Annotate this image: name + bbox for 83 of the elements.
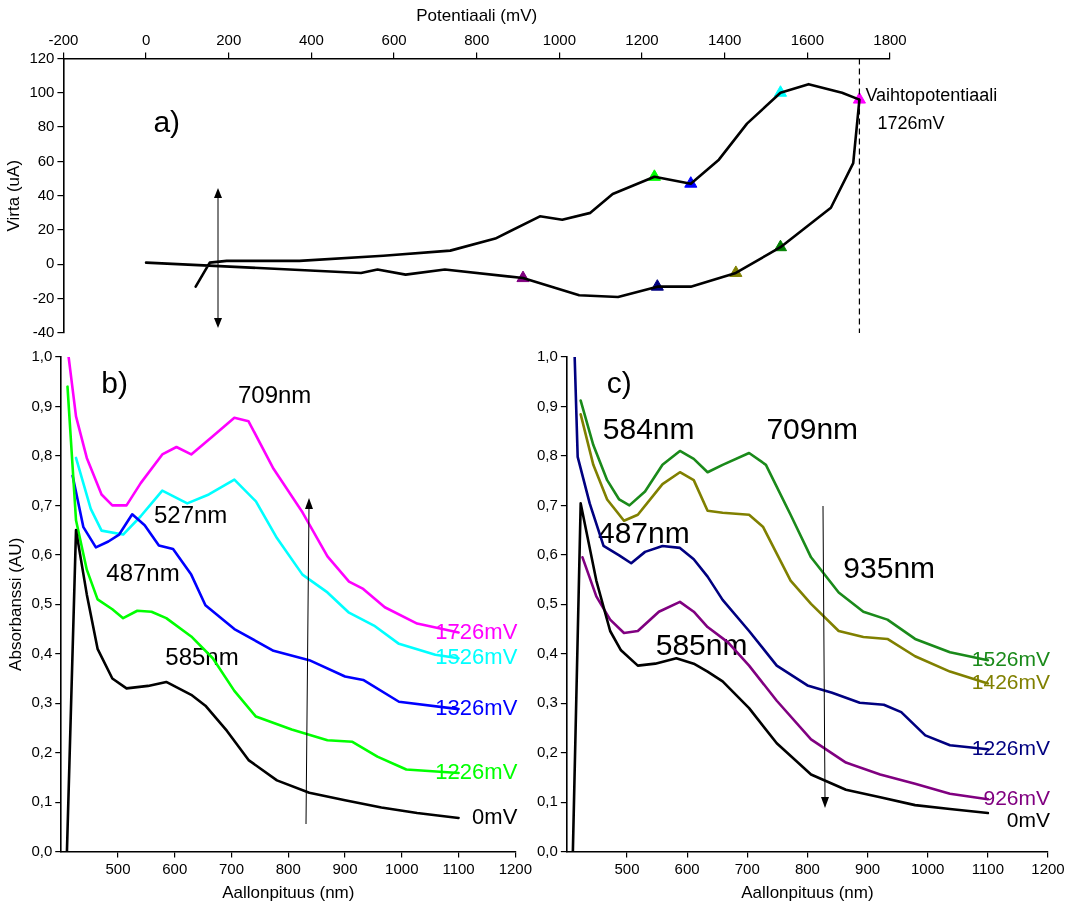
x-tick-label: 1000 bbox=[911, 859, 945, 877]
x-tick-label: 1600 bbox=[790, 30, 825, 48]
x-tick-label: 900 bbox=[332, 859, 358, 877]
y-tick-label: 0,1 bbox=[536, 792, 558, 810]
y-tick-label: 0,4 bbox=[536, 643, 558, 661]
y-tick-label: -20 bbox=[32, 288, 55, 306]
y-tick-label: 0,5 bbox=[31, 594, 53, 612]
y-tick-label: 0,9 bbox=[31, 396, 53, 414]
y-tick-label: 0,3 bbox=[31, 693, 53, 711]
x-tick-label: 800 bbox=[464, 30, 490, 48]
x-tick-label: 500 bbox=[614, 859, 640, 877]
x-tick-label: 600 bbox=[162, 859, 188, 877]
series-label: 926mV bbox=[983, 785, 1050, 809]
x-tick-label: 1000 bbox=[385, 859, 419, 877]
x-tick-label: 900 bbox=[855, 859, 881, 877]
text: a) bbox=[153, 104, 181, 138]
y-tick-label: 0,8 bbox=[536, 446, 558, 464]
series-label: 1326mV bbox=[435, 695, 518, 721]
y-tick-label: 0,8 bbox=[31, 446, 53, 464]
x-tick-label: 800 bbox=[275, 859, 301, 877]
x-tick-label: 800 bbox=[794, 859, 820, 877]
y-tick-label: 0,6 bbox=[536, 544, 558, 562]
annotation: 935nm bbox=[843, 550, 936, 584]
y-tick-label: 60 bbox=[37, 151, 55, 169]
annotation: 584nm bbox=[602, 412, 695, 446]
y-tick-label: 0,2 bbox=[31, 742, 53, 760]
x-tick-label: 1800 bbox=[873, 30, 907, 48]
x-tick-label: 600 bbox=[381, 30, 407, 48]
x-tick-label: 600 bbox=[674, 859, 700, 877]
y-tick-label: 0,5 bbox=[536, 594, 558, 612]
x-tick-label: 1200 bbox=[625, 30, 659, 48]
y-axis-title: Absorbanssi (AU) bbox=[5, 537, 25, 671]
x-tick-label: 500 bbox=[105, 859, 131, 877]
x-tick-label: 1100 bbox=[971, 859, 1004, 877]
y-tick-label: 0,2 bbox=[536, 742, 558, 760]
annotation: 709nm bbox=[237, 381, 312, 409]
series-label: 1226mV bbox=[435, 759, 518, 785]
y-tick-label: -40 bbox=[32, 323, 55, 341]
annotation: 487nm bbox=[106, 559, 180, 587]
series-label: 1226mV bbox=[971, 736, 1050, 760]
y-tick-label: 0,7 bbox=[31, 495, 53, 513]
y-tick-label: 1,0 bbox=[31, 347, 53, 365]
x-tick-label: -200 bbox=[48, 30, 79, 48]
y-tick-label: 120 bbox=[29, 48, 55, 66]
series-label: 1426mV bbox=[971, 670, 1050, 694]
y-tick-label: 20 bbox=[37, 220, 55, 238]
x-tick-label: 1000 bbox=[542, 30, 577, 48]
x-tick-label: 200 bbox=[216, 30, 242, 48]
x-tick-label: 1200 bbox=[1031, 859, 1065, 877]
y-tick-label: 80 bbox=[37, 117, 55, 135]
series-label: 1726mV bbox=[435, 618, 518, 644]
x-tick-label: 1100 bbox=[442, 859, 475, 877]
x-tick-label: 400 bbox=[298, 30, 324, 48]
series-label: 0mV bbox=[1006, 807, 1050, 831]
annotation: 527nm bbox=[153, 501, 228, 529]
x-tick-label: 700 bbox=[219, 859, 245, 877]
x-tick-label: 1400 bbox=[708, 30, 742, 48]
y-tick-label: 0,6 bbox=[31, 544, 53, 562]
chart-title: c) bbox=[606, 366, 632, 400]
x-axis-title: Aallonpituus (nm) bbox=[222, 883, 355, 903]
x-tick-label: 0 bbox=[141, 30, 151, 48]
y-tick-label: 0,3 bbox=[536, 693, 558, 711]
x-axis-title: Aallonpituus (nm) bbox=[741, 883, 874, 903]
y-tick-label: 0,1 bbox=[31, 792, 53, 810]
series-label: 1526mV bbox=[435, 644, 518, 670]
y-tick-label: 0,4 bbox=[31, 643, 53, 661]
y-axis-title: Virta (uA) bbox=[3, 159, 23, 232]
y-tick-label: 0,7 bbox=[536, 495, 558, 513]
y-tick-label: 40 bbox=[37, 185, 55, 203]
x-axis-title: Potentiaali (mV) bbox=[416, 5, 538, 25]
y-tick-label: 1,0 bbox=[536, 347, 558, 365]
y-tick-label: 0 bbox=[46, 254, 55, 272]
y-tick-label: 0,0 bbox=[536, 841, 558, 859]
x-tick-label: 700 bbox=[734, 859, 760, 877]
y-tick-label: 0,9 bbox=[536, 396, 558, 414]
ref-line-label: Vaihtopotentiaali 1726mV bbox=[865, 85, 998, 134]
series-label: 1526mV bbox=[971, 646, 1050, 670]
chart-title: b) bbox=[101, 366, 128, 400]
annotation: 709nm bbox=[766, 412, 859, 446]
series-label: 0mV bbox=[472, 804, 518, 830]
x-tick-label: 1200 bbox=[498, 859, 532, 877]
y-tick-label: 100 bbox=[29, 82, 55, 100]
y-tick-label: 0,0 bbox=[31, 841, 53, 859]
